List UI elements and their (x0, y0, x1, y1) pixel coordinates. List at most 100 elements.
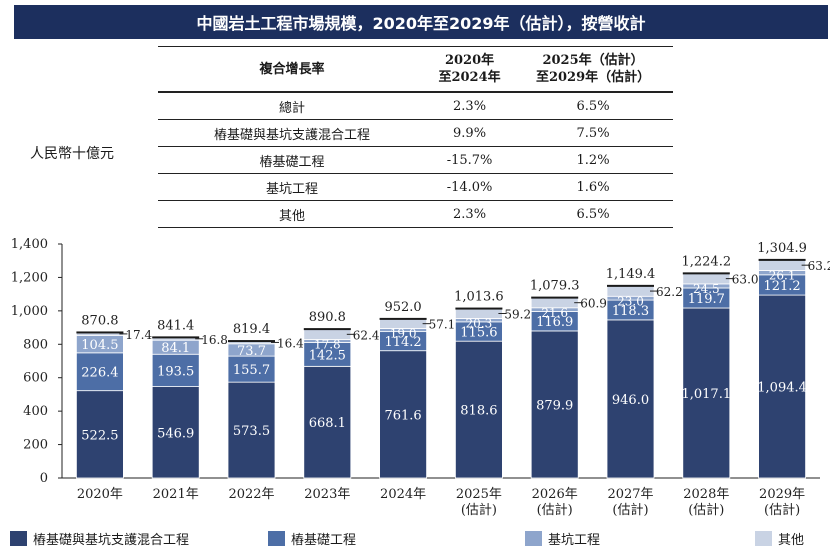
bar-top-edge (76, 331, 124, 334)
data-label: 946.0 (612, 393, 649, 408)
cagr-row: 樁基礎與基坑支護混合工程 9.9% 7.5% (158, 119, 673, 147)
data-label: 16.8 (201, 333, 228, 347)
data-label: 818.6 (460, 404, 497, 419)
x-tick-label: 2022年 (228, 487, 274, 502)
legend-item: 基坑工程 (525, 529, 600, 548)
cagr-row: 總計 2.3% 6.5% (158, 92, 673, 120)
legend-swatch (268, 531, 285, 546)
total-label: 1,013.6 (454, 290, 504, 305)
bar-top-edge (607, 284, 654, 287)
legend-item: 樁基礎與基坑支護混合工程 (10, 529, 189, 548)
data-label: 116.9 (536, 315, 573, 330)
cagr-row-label: 總計 (158, 92, 426, 120)
data-label: 73.7 (237, 344, 266, 359)
legend-swatch (10, 531, 27, 546)
cagr-value: -14.0% (426, 173, 514, 201)
chart-title: 中國岩土工程市場規模，2020年至2029年（估計），按營收計 (14, 5, 828, 39)
data-label: 84.1 (161, 341, 190, 356)
data-label: 114.2 (384, 335, 421, 350)
data-label: 19.0 (390, 326, 417, 340)
cagr-value: 2.3% (426, 92, 514, 120)
data-label: 16.4 (277, 336, 304, 350)
data-label: 63.2 (808, 259, 830, 273)
cagr-value: 6.5% (513, 92, 673, 120)
total-label: 1,304.9 (757, 241, 807, 256)
bar-top-edge (303, 328, 351, 331)
x-tick-label: (估計) (461, 502, 497, 518)
data-label: 1,017.1 (681, 387, 731, 402)
cagr-value: 7.5% (513, 119, 673, 147)
cagr-row-label: 其他 (158, 200, 426, 228)
y-tick-label: 600 (23, 371, 48, 386)
data-label: 573.5 (233, 424, 270, 439)
cagr-row-label: 基坑工程 (158, 173, 426, 201)
cagr-value: 2.3% (426, 200, 514, 228)
data-label: 57.1 (429, 318, 456, 332)
data-label: 121.2 (763, 279, 800, 294)
data-label: 522.5 (81, 428, 118, 443)
data-label: 155.7 (233, 363, 270, 378)
data-label: 23.0 (617, 294, 644, 308)
cagr-header-period-2: 2025年（估計） 至2029年（估計） (513, 46, 673, 93)
x-tick-label: (估計) (764, 502, 800, 518)
bar-top-edge (531, 296, 579, 299)
bar-top-edge (455, 307, 503, 310)
x-tick-label: 2026年 (532, 487, 578, 502)
data-label: 60.9 (580, 297, 607, 311)
cagr-value: 9.9% (426, 119, 514, 147)
legend-swatch (755, 531, 772, 546)
data-label: 119.7 (688, 292, 725, 307)
bar-segment (76, 390, 124, 479)
data-label: 59.2 (504, 308, 531, 322)
bar-segment (151, 353, 200, 387)
y-tick-label: 400 (23, 404, 48, 419)
data-label: 104.5 (81, 338, 118, 353)
data-label: 63.0 (732, 273, 759, 287)
data-label: 226.4 (81, 366, 118, 381)
bar-top-edge (379, 317, 427, 320)
y-tick-label: 0 (40, 471, 48, 486)
bar-segment (454, 340, 503, 479)
data-label: 26.1 (769, 268, 796, 282)
data-label: 761.6 (384, 408, 421, 423)
y-tick-label: 1,400 (11, 237, 48, 252)
bar-top-edge (152, 336, 200, 339)
data-label: 142.5 (309, 348, 346, 363)
total-label: 841.4 (157, 318, 194, 333)
data-label: 193.5 (157, 364, 194, 379)
total-label: 870.8 (81, 313, 118, 328)
legend-label: 樁基礎與基坑支護混合工程 (33, 533, 190, 548)
cagr-value: 1.2% (513, 146, 673, 174)
cagr-row: 基坑工程 -14.0% 1.6% (158, 173, 673, 201)
bar-segment (303, 365, 352, 479)
y-tick-label: 1,000 (11, 304, 48, 319)
bar-segment (379, 350, 428, 479)
data-label: 17.4 (125, 328, 152, 342)
legend: 樁基礎與基坑支護混合工程 樁基礎工程 基坑工程 其他 (10, 529, 830, 549)
cagr-header-label: 複合增長率 (158, 46, 426, 93)
data-label: 668.1 (309, 416, 346, 431)
data-label: 62.2 (656, 285, 683, 299)
bar-segment (530, 330, 579, 479)
total-label: 1,079.3 (530, 279, 580, 294)
cagr-value: 1.6% (513, 173, 673, 201)
data-label: 115.6 (460, 326, 497, 341)
y-axis-unit-label: 人民幣十億元 (30, 146, 114, 162)
total-label: 952.0 (384, 300, 421, 315)
y-tick-label: 800 (23, 337, 48, 352)
data-label: 546.9 (157, 426, 194, 441)
y-tick-label: 200 (23, 438, 48, 453)
bar-top-edge (758, 258, 806, 261)
data-label: 20.3 (466, 316, 493, 330)
x-tick-label: 2021年 (153, 487, 199, 502)
legend-label: 樁基礎工程 (291, 533, 357, 548)
cagr-row-label: 樁基礎與基坑支護混合工程 (158, 119, 426, 147)
cagr-table-header: 複合增長率 2020年 至2024年 2025年（估計） 至2029年（估計） (158, 46, 673, 93)
cagr-header-period-1: 2020年 至2024年 (426, 46, 514, 93)
bar-top-edge (682, 272, 730, 275)
x-tick-label: 2028年 (683, 487, 729, 502)
total-label: 890.8 (309, 310, 346, 325)
legend-swatch (525, 531, 542, 546)
data-label: 24.5 (693, 282, 720, 296)
